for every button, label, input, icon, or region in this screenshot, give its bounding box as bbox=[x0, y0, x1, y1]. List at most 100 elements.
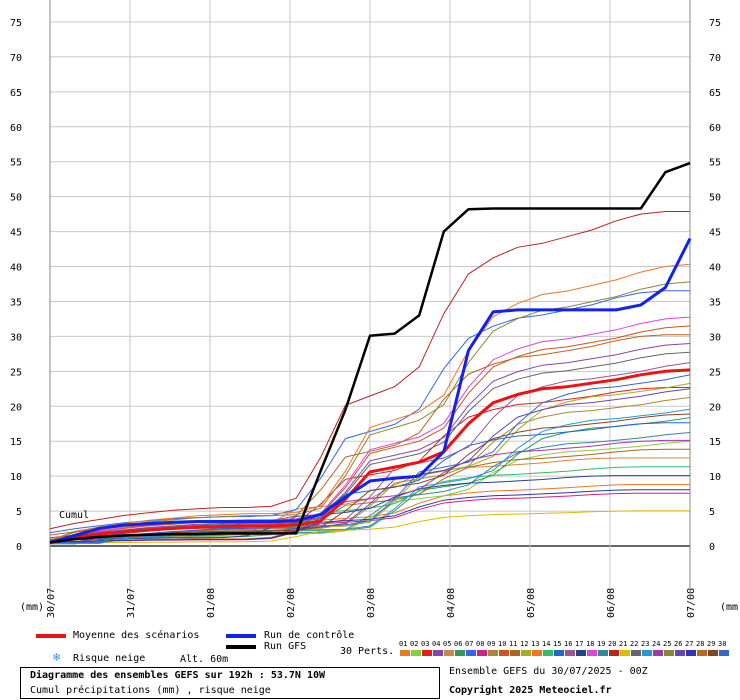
pert-number: 09 bbox=[487, 640, 496, 648]
y-tick-label-left: 50 bbox=[10, 193, 22, 204]
pert-color-swatch bbox=[587, 650, 597, 656]
x-tick-label: 04/08 bbox=[446, 588, 457, 618]
perturbation-line bbox=[49, 325, 691, 543]
pert-color-swatch bbox=[609, 650, 619, 656]
perturbation-line bbox=[49, 351, 691, 543]
footer-subtitle: Cumul précipitations (mm) , risque neige bbox=[30, 685, 271, 696]
ensemble-run-info: Ensemble GEFS du 30/07/2025 - 00Z bbox=[449, 666, 648, 677]
pert-color-swatch bbox=[620, 650, 630, 656]
pert-color-swatch bbox=[499, 650, 509, 656]
pert-number: 18 bbox=[586, 640, 595, 648]
pert-color-swatch bbox=[510, 650, 520, 656]
pert-number: 02 bbox=[410, 640, 419, 648]
footer-title-box: Diagramme des ensembles GEFS sur 192h : … bbox=[20, 667, 440, 699]
pert-number: 11 bbox=[509, 640, 518, 648]
pert-color-swatch bbox=[400, 650, 410, 656]
y-tick-label-right: 25 bbox=[709, 367, 721, 378]
y-tick-label-left: 35 bbox=[10, 297, 22, 308]
y-tick-label-left: 10 bbox=[10, 472, 22, 483]
snowflake-icon: ❄ bbox=[53, 650, 61, 664]
y-tick-label-right: 70 bbox=[709, 53, 721, 64]
y-tick-label-left: 55 bbox=[10, 158, 22, 169]
pert-color-swatch bbox=[466, 650, 476, 656]
pert-color-swatch bbox=[422, 650, 432, 656]
legend-control-swatch bbox=[226, 634, 256, 638]
legend-gfs-label: Run GFS bbox=[264, 641, 307, 652]
y-tick-label-right: 45 bbox=[709, 228, 721, 239]
x-tick-label: 03/08 bbox=[366, 588, 377, 618]
footer-title: Diagramme des ensembles GEFS sur 192h : … bbox=[30, 670, 326, 681]
pert-number: 07 bbox=[465, 640, 474, 648]
y-tick-label-left: 75 bbox=[10, 18, 22, 29]
pert-color-swatch bbox=[642, 650, 652, 656]
y-tick-label-right: 10 bbox=[709, 472, 721, 483]
perturbation-line bbox=[49, 483, 690, 543]
series-line-control bbox=[49, 237, 692, 544]
pert-number: 16 bbox=[564, 640, 573, 648]
pert-number: 30 bbox=[718, 640, 727, 648]
y-tick-label-right: 15 bbox=[709, 437, 721, 448]
pert-color-swatch bbox=[686, 650, 696, 656]
pert-number: 06 bbox=[454, 640, 463, 648]
pert-number: 20 bbox=[608, 640, 617, 648]
legend-snow-label: Risque neige bbox=[73, 653, 146, 664]
legend-altitude: Alt. 60m bbox=[180, 654, 229, 665]
perturbation-line bbox=[50, 388, 691, 544]
pert-color-swatch bbox=[521, 650, 531, 656]
pert-color-swatch bbox=[697, 650, 707, 656]
y-tick-label-right: 50 bbox=[709, 193, 721, 204]
y-tick-label-right: 35 bbox=[709, 297, 721, 308]
series-line-gfs bbox=[49, 161, 691, 544]
pert-number: 24 bbox=[652, 640, 661, 648]
y-tick-label-left: 20 bbox=[10, 402, 22, 413]
y-tick-label-left: 70 bbox=[10, 53, 22, 64]
pert-color-swatch bbox=[411, 650, 421, 656]
legend-mean-label: Moyenne des scénarios bbox=[73, 630, 200, 641]
y-unit-label-left: (mm) bbox=[20, 602, 44, 613]
pert-color-swatch bbox=[532, 650, 542, 656]
pert-color-swatch bbox=[598, 650, 608, 656]
y-tick-label-right: 75 bbox=[709, 18, 721, 29]
perturbation-line bbox=[49, 343, 691, 543]
x-tick-label: 06/08 bbox=[606, 588, 617, 618]
y-unit-label-right: (mm) bbox=[720, 602, 740, 613]
y-tick-label-right: 60 bbox=[709, 123, 721, 134]
pert-number: 19 bbox=[597, 640, 606, 648]
y-tick-label-left: 30 bbox=[10, 332, 22, 343]
pert-number: 08 bbox=[476, 640, 485, 648]
pert-number: 21 bbox=[619, 640, 628, 648]
pert-number: 04 bbox=[432, 640, 441, 648]
y-tick-label-left: 45 bbox=[10, 228, 22, 239]
x-tick-label: 31/07 bbox=[126, 588, 137, 618]
y-tick-label-left: 40 bbox=[10, 263, 22, 274]
pert-color-swatch bbox=[488, 650, 498, 656]
pert-color-swatch bbox=[455, 650, 465, 656]
x-tick-label: 05/08 bbox=[526, 588, 537, 618]
pert-color-swatch bbox=[708, 650, 718, 656]
y-tick-label-left: 15 bbox=[10, 437, 22, 448]
perturbation-line bbox=[49, 475, 690, 541]
y-tick-label-left: 65 bbox=[10, 88, 22, 99]
pert-number: 12 bbox=[520, 640, 529, 648]
pert-number: 26 bbox=[674, 640, 683, 648]
y-tick-label-right: 55 bbox=[709, 158, 721, 169]
pert-number: 13 bbox=[531, 640, 540, 648]
x-tick-label: 30/07 bbox=[46, 588, 57, 618]
pert-number: 14 bbox=[542, 640, 551, 648]
pert-number: 15 bbox=[553, 640, 562, 648]
perturbation-line bbox=[49, 510, 690, 545]
y-tick-label-left: 0 bbox=[16, 542, 22, 553]
y-tick-label-right: 5 bbox=[709, 507, 715, 518]
pert-number: 27 bbox=[685, 640, 694, 648]
y-tick-label-right: 30 bbox=[709, 332, 721, 343]
pert-number: 22 bbox=[630, 640, 639, 648]
pert-number: 25 bbox=[663, 640, 672, 648]
y-tick-label-right: 0 bbox=[709, 542, 715, 553]
cumul-label: Cumul bbox=[59, 510, 89, 521]
pert-number: 03 bbox=[421, 640, 430, 648]
pert-color-swatch bbox=[554, 650, 564, 656]
series-line-mean bbox=[49, 368, 691, 544]
legend-gfs-swatch bbox=[226, 645, 256, 649]
copyright: Copyright 2025 Meteociel.fr bbox=[449, 685, 612, 696]
pert-number: 01 bbox=[399, 640, 408, 648]
